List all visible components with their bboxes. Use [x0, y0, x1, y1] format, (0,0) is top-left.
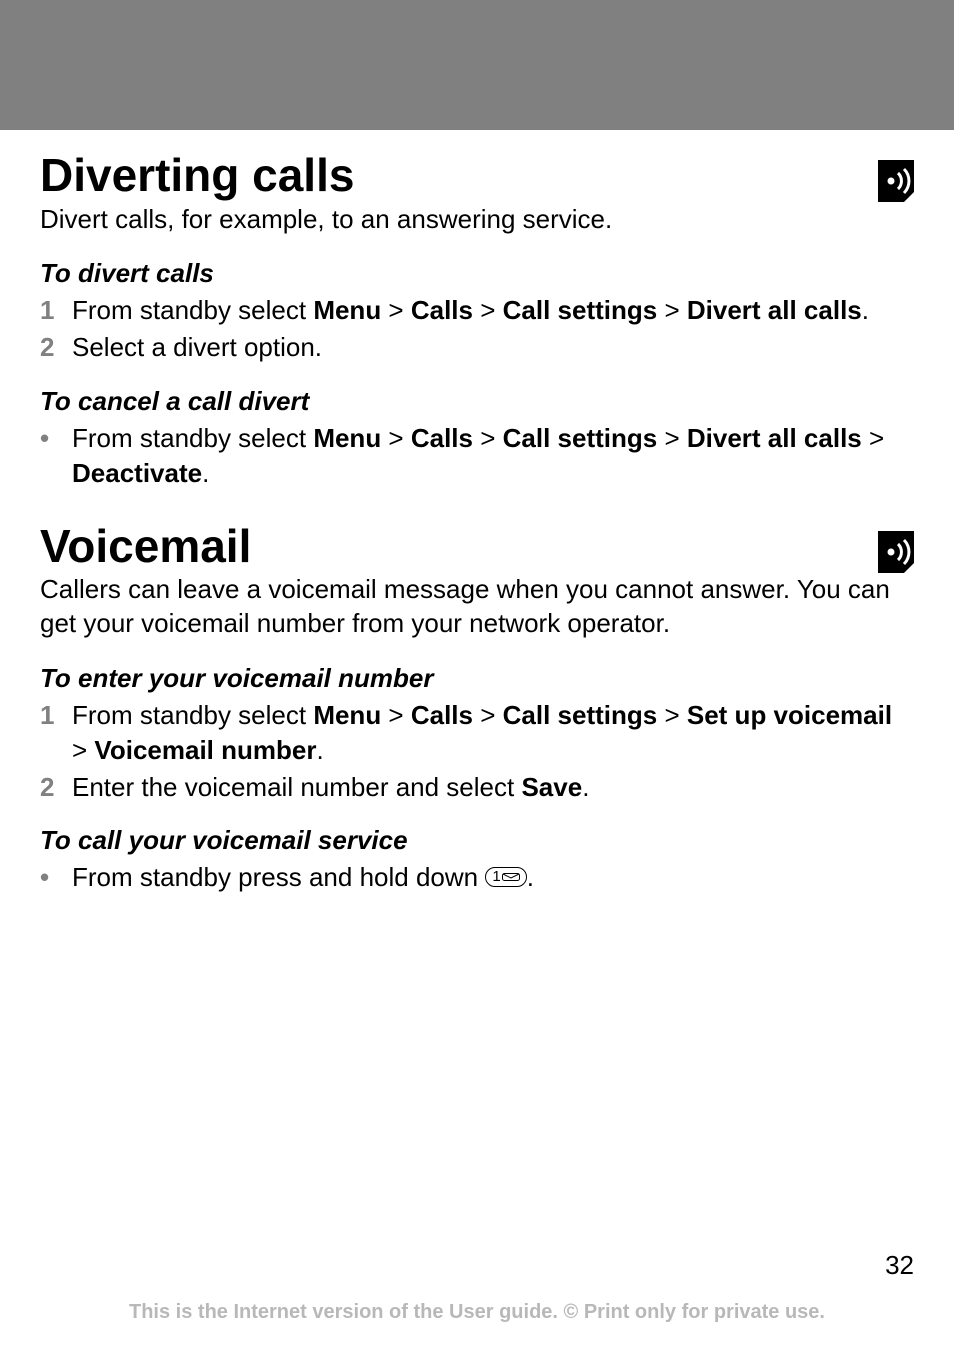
- step-number: 2: [40, 330, 72, 365]
- step-text: From standby select Menu > Calls > Call …: [72, 698, 914, 768]
- step-item: 1From standby select Menu > Calls > Call…: [40, 698, 914, 768]
- step-item: •From standby select Menu > Calls > Call…: [40, 421, 914, 491]
- subhead: To divert calls: [40, 258, 914, 289]
- page-content: Diverting calls Divert calls, for exampl…: [40, 150, 914, 1250]
- document-page: Diverting calls Divert calls, for exampl…: [0, 130, 954, 1354]
- signal-icon: [878, 531, 914, 573]
- step-text: Enter the voicemail number and select Sa…: [72, 770, 914, 805]
- section-intro: Divert calls, for example, to an answeri…: [40, 203, 914, 237]
- step-item: •From standby press and hold down 1.: [40, 860, 914, 895]
- step-list: •From standby select Menu > Calls > Call…: [40, 421, 914, 491]
- step-number: 1: [40, 293, 72, 328]
- section-intro: Callers can leave a voicemail message wh…: [40, 573, 914, 641]
- section-title: Voicemail: [40, 521, 914, 572]
- step-item: 2Select a divert option.: [40, 330, 914, 365]
- subhead: To call your voicemail service: [40, 825, 914, 856]
- step-text: Select a divert option.: [72, 330, 914, 365]
- section-voicemail: Voicemail Callers can leave a voicemail …: [40, 521, 914, 896]
- section-title: Diverting calls: [40, 150, 914, 201]
- footer-note: This is the Internet version of the User…: [40, 1301, 914, 1324]
- subhead: To cancel a call divert: [40, 386, 914, 417]
- subhead: To enter your voicemail number: [40, 663, 914, 694]
- step-text: From standby press and hold down 1.: [72, 860, 914, 895]
- step-item: 2Enter the voicemail number and select S…: [40, 770, 914, 805]
- step-item: 1From standby select Menu > Calls > Call…: [40, 293, 914, 328]
- step-list: 1From standby select Menu > Calls > Call…: [40, 698, 914, 805]
- signal-icon: [878, 160, 914, 202]
- key-1-voicemail-icon: 1: [485, 867, 526, 887]
- step-bullet: •: [40, 421, 72, 491]
- step-text: From standby select Menu > Calls > Call …: [72, 293, 914, 328]
- step-number: 2: [40, 770, 72, 805]
- section-diverting-calls: Diverting calls Divert calls, for exampl…: [40, 150, 914, 491]
- step-bullet: •: [40, 860, 72, 895]
- page-number: 32: [40, 1250, 914, 1281]
- step-number: 1: [40, 698, 72, 768]
- step-list: •From standby press and hold down 1.: [40, 860, 914, 895]
- step-list: 1From standby select Menu > Calls > Call…: [40, 293, 914, 365]
- step-text: From standby select Menu > Calls > Call …: [72, 421, 914, 491]
